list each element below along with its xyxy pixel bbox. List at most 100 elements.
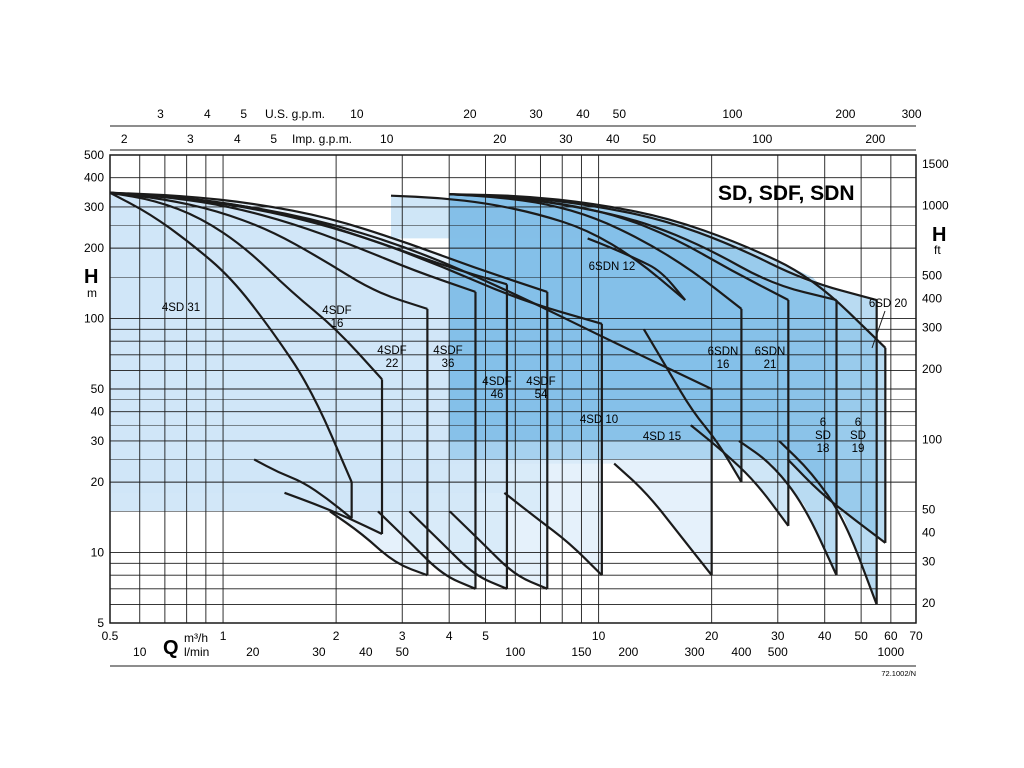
- x-tick-lmin: 40: [359, 645, 373, 659]
- curve-label-4sdf-54: 4SDF 54: [526, 376, 555, 401]
- curve-min-6-sd-18: [738, 440, 838, 576]
- x-axis-symbol: Q: [163, 637, 179, 659]
- bottom-axes: 0.5 1 2 3 4 5 10 20 30 40 50 60 70 10 20 30 40 50 100 150 2…: [102, 629, 923, 678]
- curve-label-line: 4SDF: [526, 376, 555, 388]
- x-tick-m3h: 20: [705, 629, 719, 643]
- label-leader-6sd-20: [871, 310, 886, 349]
- curve-label-4sd-31: 4SD 31: [162, 302, 200, 314]
- y-tick-ft: 100: [922, 432, 942, 446]
- x-tick-m3h: 40: [818, 629, 832, 643]
- curve-min-4sdf-36: [377, 510, 476, 590]
- curve-label-line: SD: [850, 430, 866, 442]
- x-tick-lmin: 100: [505, 645, 525, 659]
- x-tick-lmin: 10: [133, 645, 147, 659]
- x-tick-lmin: 500: [768, 645, 788, 659]
- x-tick-m3h: 30: [771, 629, 785, 643]
- x-tick-impgpm: 2: [121, 132, 128, 146]
- x-tick-lmin: 1000: [878, 645, 905, 659]
- y-tick-m: 40: [91, 405, 105, 419]
- curve-min-6sdn-12: [587, 237, 687, 301]
- curve-label-line: 4SDF: [377, 345, 406, 357]
- curve-label-line: 6SDN 12: [589, 261, 636, 273]
- curve-min-4sd-15: [613, 462, 713, 576]
- curve-label-6sdn-21: 6SDN 21: [755, 346, 786, 371]
- x-tick-usgpm: 5: [240, 107, 247, 121]
- x-tick-lmin: 200: [618, 645, 638, 659]
- curve-min-4sdf-22: [329, 510, 428, 577]
- curve-min-4sdf-16: [284, 491, 383, 536]
- curve-label-line: 16: [331, 318, 344, 330]
- curve-max-4sd-31: [110, 191, 353, 483]
- curve-label-line: 4SD 10: [580, 414, 618, 426]
- region-4sd-15: [110, 192, 712, 576]
- curve-label-line: 46: [491, 389, 504, 401]
- x-tick-impgpm: 10: [380, 132, 394, 146]
- y-tick-ft: 50: [922, 503, 936, 517]
- x-tick-m3h: 3: [399, 629, 406, 643]
- y-tick-ft: 200: [922, 362, 942, 376]
- y-tick-m: 400: [84, 171, 104, 185]
- curve-label-line: 6: [820, 417, 826, 429]
- y-tick-m: 100: [84, 312, 104, 326]
- plot-area: [109, 154, 917, 624]
- curve-label-line: 36: [442, 358, 455, 370]
- x-tick-impgpm: 3: [187, 132, 194, 146]
- curve-max-4sdf-54: [110, 191, 548, 293]
- curve-label-line: 21: [764, 359, 777, 371]
- x-tick-m3h: 2: [333, 629, 340, 643]
- x-tick-lmin: 50: [396, 645, 410, 659]
- curve-label-line: SD: [815, 430, 831, 442]
- x-tick-usgpm: 30: [529, 107, 543, 121]
- curve-label-line: 18: [817, 443, 830, 455]
- curve-min-4sdf-46: [408, 510, 508, 590]
- curve-label-line: 6: [855, 417, 861, 429]
- curve-label-4sdf-22: 4SDF 22: [377, 345, 406, 370]
- curve-label-line: 16: [717, 359, 730, 371]
- y-axis-symbol-left: H: [84, 266, 98, 288]
- curve-label-line: 22: [386, 358, 399, 370]
- x-tick-impgpm: 20: [493, 132, 507, 146]
- curve-label-line: 6SDN: [708, 346, 739, 358]
- x-tick-usgpm: 40: [576, 107, 590, 121]
- curve-label-line: 19: [852, 443, 865, 455]
- x-tick-impgpm: 200: [865, 132, 885, 146]
- x-tick-m3h: 5: [482, 629, 489, 643]
- curve-label-6sdn-16: 6SDN 16: [708, 346, 739, 371]
- curve-label-6-sd-19: 6 SD 19: [850, 417, 866, 455]
- y-tick-ft: 1500: [922, 157, 949, 171]
- curve-label-line: 4SDF: [482, 376, 511, 388]
- curve-label-4sdf-36: 4SDF 36: [433, 345, 462, 370]
- curve-label-4sdf-46: 4SDF 46: [482, 376, 511, 401]
- curve-max-6sdn-12: [390, 194, 686, 301]
- x-tick-impgpm: 50: [643, 132, 657, 146]
- y-tick-ft: 40: [922, 525, 936, 539]
- x-tick-m3h: 50: [854, 629, 868, 643]
- y-tick-m: 5: [97, 616, 104, 630]
- y-tick-m: 30: [91, 434, 105, 448]
- y-axis-symbol-right: H: [932, 224, 946, 246]
- x-tick-impgpm: 5: [270, 132, 277, 146]
- curve-label-6sdn-12: 6SDN 12: [589, 261, 636, 273]
- x-tick-usgpm: 300: [902, 107, 922, 121]
- y-tick-ft: 30: [922, 555, 936, 569]
- curve-label-line: 54: [535, 389, 548, 401]
- curve-max-6sd-20: [449, 193, 887, 349]
- y-tick-ft: 20: [922, 596, 936, 610]
- chart-title: SD, SDF, SDN: [718, 182, 855, 205]
- x-tick-impgpm: 40: [606, 132, 620, 146]
- curve-label-line: 4SD 31: [162, 302, 200, 314]
- x-axis-unit-lmin: l/min: [184, 645, 209, 659]
- y-tick-m: 10: [91, 546, 105, 560]
- curve-label-4sd-15: 4SD 15: [643, 431, 681, 443]
- y-tick-ft: 500: [922, 269, 942, 283]
- y-axis-unit-right: ft: [934, 243, 941, 257]
- curve-min-4sd-10: [503, 491, 603, 577]
- x-tick-usgpm: 4: [204, 107, 211, 121]
- curve-label-4sd-10: 4SD 10: [580, 414, 618, 426]
- curve-label-4sdf-16: 4SDF 16: [322, 305, 351, 330]
- x-tick-m3h: 0.5: [102, 629, 119, 643]
- right-axis: 20 30 40 50 100 200 300 400 500 1000 1500 H ft: [922, 157, 949, 610]
- curve-label-line: 4SDF: [322, 305, 351, 317]
